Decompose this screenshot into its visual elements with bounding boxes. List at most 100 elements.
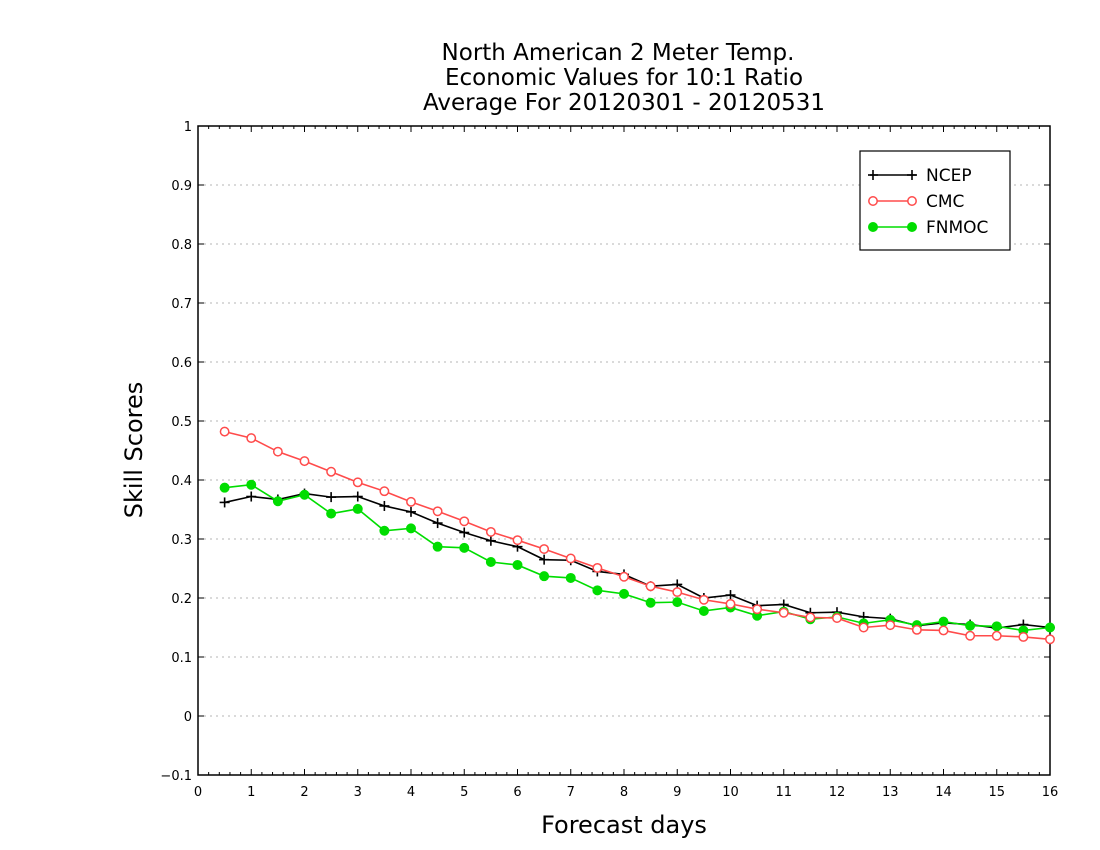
legend-marker-cmc <box>907 196 917 206</box>
title-line-3: Average For 20120301 - 20120531 <box>423 90 825 116</box>
data-point-cmc <box>219 426 230 437</box>
data-point-cmc <box>432 506 443 517</box>
data-point-cmc <box>592 562 603 573</box>
y-tick-label: 0.5 <box>171 415 192 430</box>
data-point-fnmoc <box>432 541 443 552</box>
x-tick-label: 9 <box>673 785 681 800</box>
data-point-ncep <box>432 518 443 529</box>
data-point-fnmoc <box>645 597 656 608</box>
y-tick-label: 0.9 <box>171 179 192 194</box>
data-point-ncep <box>219 497 230 508</box>
data-point-cmc <box>512 535 523 546</box>
data-point-cmc <box>938 625 949 636</box>
legend: NCEP CMC FNMOC <box>859 150 1011 251</box>
legend-entry-ncep: NCEP <box>868 166 972 186</box>
data-point-cmc <box>965 630 976 641</box>
axis-ticks: −0.100.10.20.30.40.50.60.70.80.910 1 2 3 4 5 6… <box>160 120 1058 800</box>
y-axis-label: Skill Scores <box>120 382 148 519</box>
data-point-cmc <box>352 477 363 488</box>
data-point-cmc <box>698 594 709 605</box>
x-tick-label: 8 <box>620 785 628 800</box>
data-point-fnmoc <box>512 559 523 570</box>
data-point-cmc <box>885 620 896 631</box>
data-point-cmc <box>539 544 550 554</box>
data-point-fnmoc <box>459 542 470 553</box>
data-point-cmc <box>272 446 283 457</box>
data-point-fnmoc <box>406 523 416 534</box>
data-point-cmc <box>778 607 789 618</box>
x-tick-label: 12 <box>829 785 846 800</box>
title-line-1: North American 2 Meter Temp. <box>442 40 795 66</box>
x-tick-label: 14 <box>935 785 952 800</box>
y-tick-label: 0.4 <box>171 474 192 489</box>
y-tick-label: 0.2 <box>171 592 192 607</box>
legend-label-cmc: CMC <box>926 192 964 212</box>
data-point-fnmoc <box>539 571 550 582</box>
data-point-cmc <box>1045 634 1055 645</box>
x-tick-label: 15 <box>988 785 1005 800</box>
data-point-cmc <box>326 466 337 477</box>
data-point-cmc <box>1018 631 1029 642</box>
data-point-fnmoc <box>592 585 603 596</box>
data-point-cmc <box>485 526 496 537</box>
data-point-cmc <box>406 496 416 507</box>
x-tick-label: 1 <box>247 785 255 800</box>
x-tick-label: 13 <box>882 785 899 800</box>
data-point-fnmoc <box>991 621 1002 632</box>
legend-label-fnmoc: FNMOC <box>926 218 988 238</box>
data-point-fnmoc <box>379 525 390 536</box>
data-point-fnmoc <box>1045 622 1055 633</box>
legend-label-ncep: NCEP <box>926 166 972 186</box>
data-point-ncep <box>539 554 550 565</box>
x-tick-label: 11 <box>775 785 792 800</box>
data-point-cmc <box>672 587 683 598</box>
data-point-fnmoc <box>965 620 976 631</box>
y-tick-label: −0.1 <box>160 769 192 784</box>
legend-marker-cmc <box>868 196 878 206</box>
legend-marker-fnmoc <box>907 222 917 232</box>
data-point-fnmoc <box>272 496 283 507</box>
title-line-2: Economic Values for 10:1 Ratio <box>445 65 803 91</box>
series-fnmoc <box>219 479 1055 636</box>
grid <box>198 184 1050 717</box>
series-line-cmc <box>224 430 1051 641</box>
x-tick-label: 2 <box>300 785 308 800</box>
data-point-cmc <box>299 456 310 467</box>
series-ncep <box>219 488 1055 634</box>
data-point-ncep <box>406 506 416 517</box>
data-point-fnmoc <box>938 616 949 627</box>
data-point-fnmoc <box>565 572 576 583</box>
x-tick-label: 10 <box>722 785 739 800</box>
legend-marker-ncep <box>868 170 878 180</box>
data-point-cmc <box>725 598 736 609</box>
data-point-fnmoc <box>352 503 363 514</box>
data-point-fnmoc <box>246 479 257 490</box>
data-point-fnmoc <box>485 557 496 568</box>
legend-marker-fnmoc <box>868 222 878 232</box>
data-point-ncep <box>326 492 337 503</box>
y-tick-label: 0.8 <box>171 238 192 253</box>
series-group <box>219 426 1055 645</box>
data-point-cmc <box>246 433 257 444</box>
x-tick-label: 5 <box>460 785 468 800</box>
data-point-cmc <box>991 630 1002 641</box>
data-point-cmc <box>752 604 763 615</box>
y-tick-label: 0.3 <box>171 533 192 548</box>
x-tick-label: 6 <box>513 785 521 800</box>
series-cmc <box>219 426 1055 645</box>
data-point-fnmoc <box>326 508 337 519</box>
legend-entry-fnmoc: FNMOC <box>868 218 988 238</box>
data-point-cmc <box>459 516 470 527</box>
y-tick-label: 0.6 <box>171 356 192 371</box>
data-point-cmc <box>911 624 922 635</box>
x-tick-label: 7 <box>567 785 575 800</box>
series-line-fnmoc <box>224 483 1051 632</box>
legend-entry-cmc: CMC <box>868 192 964 212</box>
series-line-ncep <box>224 492 1051 629</box>
data-point-fnmoc <box>299 489 310 500</box>
data-point-ncep <box>485 535 496 546</box>
data-point-fnmoc <box>219 482 230 493</box>
data-point-cmc <box>379 486 390 497</box>
data-point-ncep <box>459 527 470 538</box>
